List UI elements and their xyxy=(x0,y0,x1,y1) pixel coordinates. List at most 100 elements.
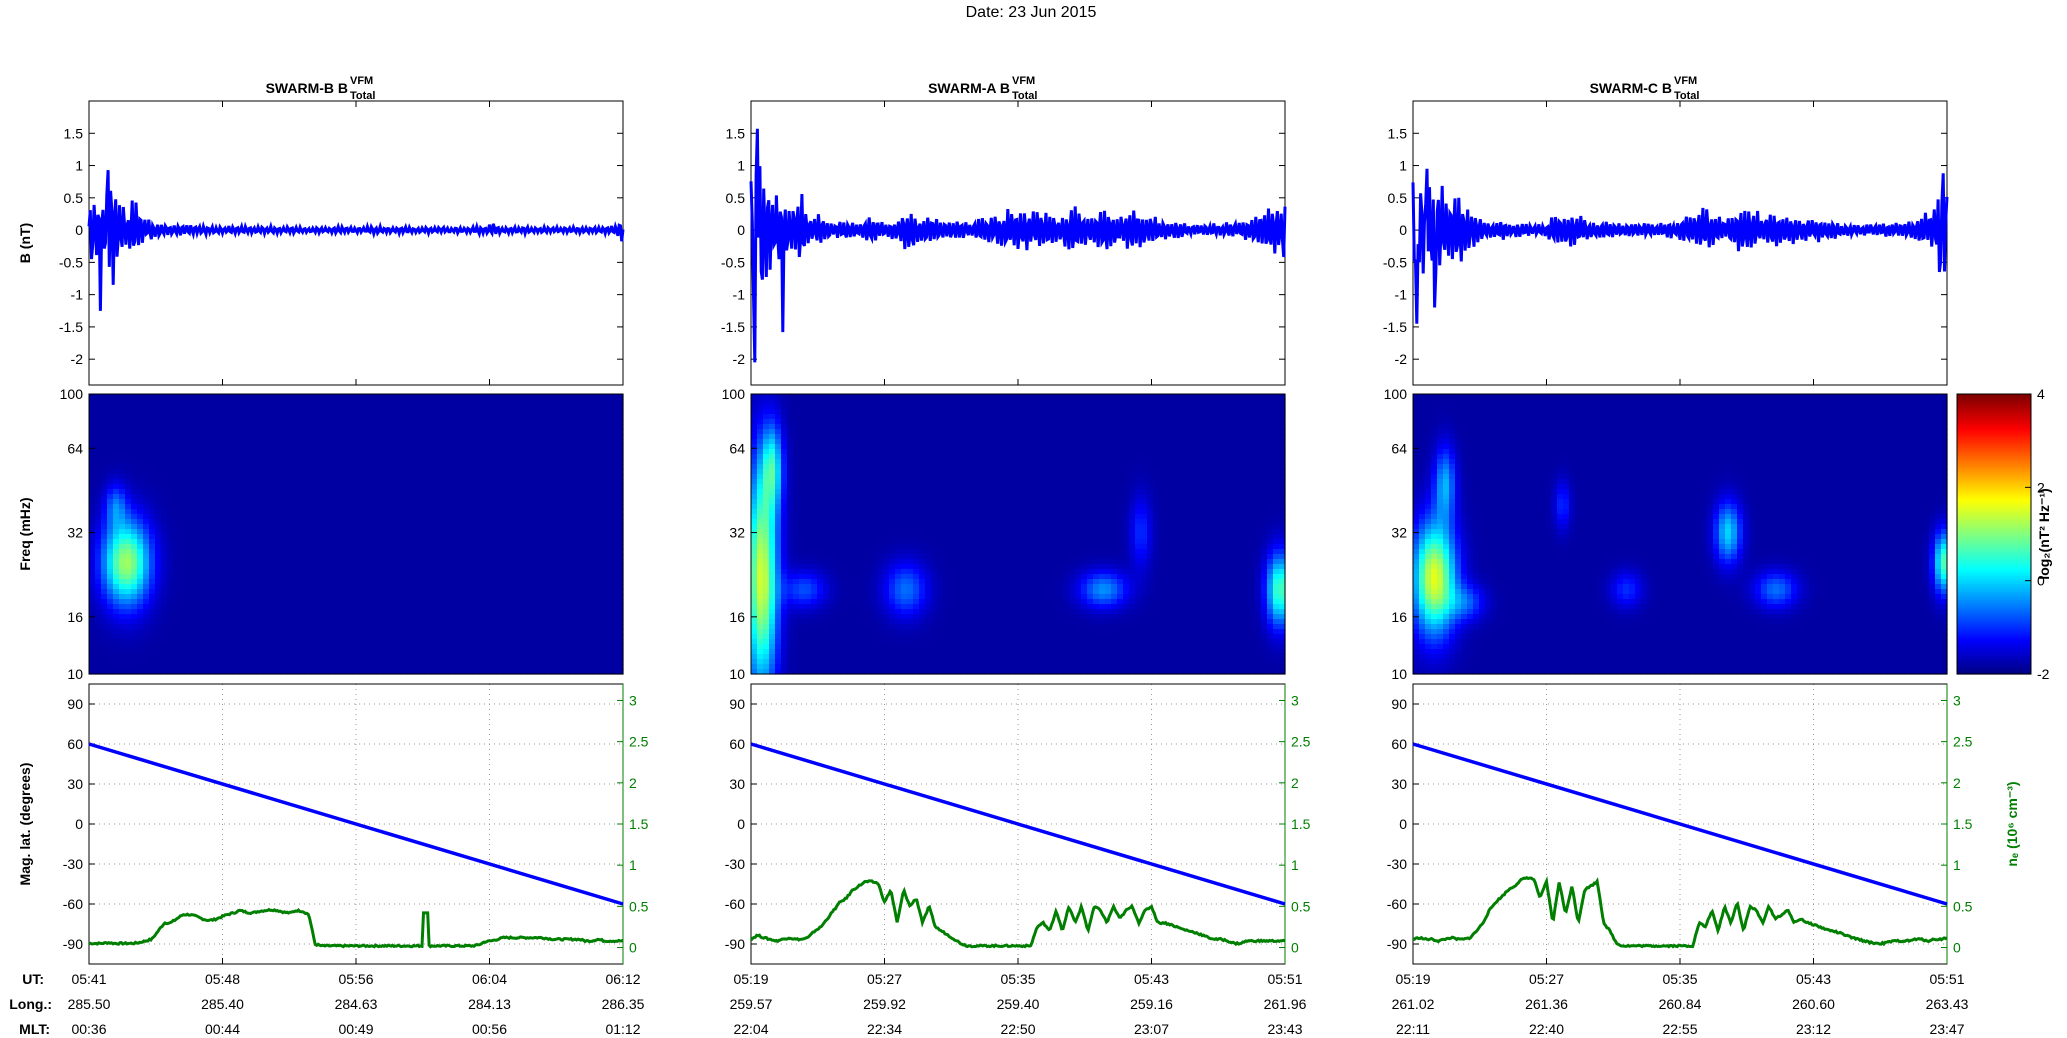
spectrogram-cell xyxy=(89,454,96,460)
spectrogram-cell xyxy=(275,599,282,605)
spectrogram-cell xyxy=(419,434,426,440)
spectrogram-cell xyxy=(197,399,204,405)
spectrogram-cell xyxy=(317,499,324,505)
spectrogram-cell xyxy=(413,549,420,555)
spectrogram-cell xyxy=(233,569,240,575)
spectrogram-cell xyxy=(611,664,618,670)
spectrogram-cell xyxy=(521,419,528,425)
spectrogram-cell xyxy=(299,509,306,515)
spectrogram-cell xyxy=(485,654,492,660)
spectrogram-cell xyxy=(101,459,108,465)
spectrogram-cell xyxy=(173,454,180,460)
spectrogram-cell xyxy=(587,544,594,550)
spectrogram-cell xyxy=(197,584,204,590)
spectrogram-cell xyxy=(407,424,414,430)
spectrogram-cell xyxy=(539,634,546,640)
spectrogram-cell xyxy=(173,499,180,505)
spectrogram-cell xyxy=(371,639,378,645)
spectrogram-cell xyxy=(377,659,384,665)
spectrogram-cell xyxy=(95,544,102,550)
spectrogram-cell xyxy=(161,644,168,650)
spectrogram-cell xyxy=(263,669,270,675)
spectrogram-cell xyxy=(371,609,378,615)
spectrogram-cell xyxy=(377,669,384,675)
spectrogram-cell xyxy=(587,479,594,485)
spectrogram-cell xyxy=(383,619,390,625)
spectrogram-cell xyxy=(521,514,528,520)
spectrogram-cell xyxy=(533,409,540,415)
spectrogram-cell xyxy=(383,434,390,440)
spectrogram-cell xyxy=(551,404,558,410)
spectrogram-cell xyxy=(329,574,336,580)
spectrogram-cell xyxy=(371,404,378,410)
spectrogram-cell xyxy=(227,639,234,645)
spectrogram-cell xyxy=(497,509,504,515)
spectrogram-cell xyxy=(197,429,204,435)
spectrogram-cell xyxy=(185,409,192,415)
spectrogram-cell xyxy=(221,584,228,590)
spectrogram-cell xyxy=(149,549,156,555)
spectrogram-cell xyxy=(605,544,612,550)
spectrogram-cell xyxy=(557,584,564,590)
spectrogram-cell xyxy=(167,434,174,440)
spectrogram-cell xyxy=(347,409,354,415)
spectrogram-cell xyxy=(383,414,390,420)
spectrogram-cell xyxy=(209,624,216,630)
spectrogram-cell xyxy=(173,399,180,405)
spectrogram-cell xyxy=(413,644,420,650)
spectrogram-cell xyxy=(413,489,420,495)
spectrogram-cell xyxy=(251,529,258,535)
spectrogram-cell xyxy=(395,399,402,405)
spectrogram-cell xyxy=(419,629,426,635)
spectrogram-cell xyxy=(461,459,468,465)
spectrogram-cell xyxy=(245,499,252,505)
spectrogram-cell xyxy=(335,399,342,405)
spectrogram-cell xyxy=(209,444,216,450)
spectrogram-cell xyxy=(395,609,402,615)
spectrogram-cell xyxy=(569,619,576,625)
spectrogram-cell xyxy=(263,404,270,410)
spectrogram-cell xyxy=(581,549,588,555)
spectrogram-cell xyxy=(227,649,234,655)
spectrogram-cell xyxy=(299,659,306,665)
spectrogram-cell xyxy=(323,569,330,575)
spectrogram-cell xyxy=(353,639,360,645)
spectrogram-cell xyxy=(149,449,156,455)
spectrogram-cell xyxy=(533,419,540,425)
spectrogram-cell xyxy=(335,614,342,620)
spectrogram-cell xyxy=(353,464,360,470)
spectrogram-cell xyxy=(581,484,588,490)
spectrogram-cell xyxy=(563,484,570,490)
spectrogram-cell xyxy=(407,524,414,530)
spectrogram-cell xyxy=(395,654,402,660)
spectrogram-cell xyxy=(557,639,564,645)
spectrogram-cell xyxy=(467,449,474,455)
spectrogram-cell xyxy=(593,569,600,575)
spectrogram-cell xyxy=(275,649,282,655)
spectrogram-cell xyxy=(359,429,366,435)
spectrogram-cell xyxy=(395,519,402,525)
spectrogram-cell xyxy=(389,449,396,455)
spectrogram-cell xyxy=(269,609,276,615)
spectrogram-cell xyxy=(113,449,120,455)
spectrogram-cell xyxy=(347,594,354,600)
spectrogram-cell xyxy=(341,459,348,465)
spectrogram-cell xyxy=(173,579,180,585)
spectrogram-cell xyxy=(281,564,288,570)
spectrogram-cell xyxy=(563,524,570,530)
spectrogram-cell xyxy=(221,524,228,530)
spectrogram-cell xyxy=(593,509,600,515)
spectrogram-cell xyxy=(455,474,462,480)
spectrogram-cell xyxy=(299,504,306,510)
spectrogram-cell xyxy=(179,449,186,455)
spectrogram-cell xyxy=(581,669,588,675)
spectrogram-cell xyxy=(443,394,450,400)
spectrogram-cell xyxy=(287,564,294,570)
spectrogram-cell xyxy=(215,619,222,625)
spectrogram-cell xyxy=(125,564,132,570)
spectrogram-cell xyxy=(497,639,504,645)
spectrogram-cell xyxy=(305,454,312,460)
spectrogram-cell xyxy=(479,529,486,535)
spectrogram-cell xyxy=(515,464,522,470)
spectrogram-cell xyxy=(179,544,186,550)
